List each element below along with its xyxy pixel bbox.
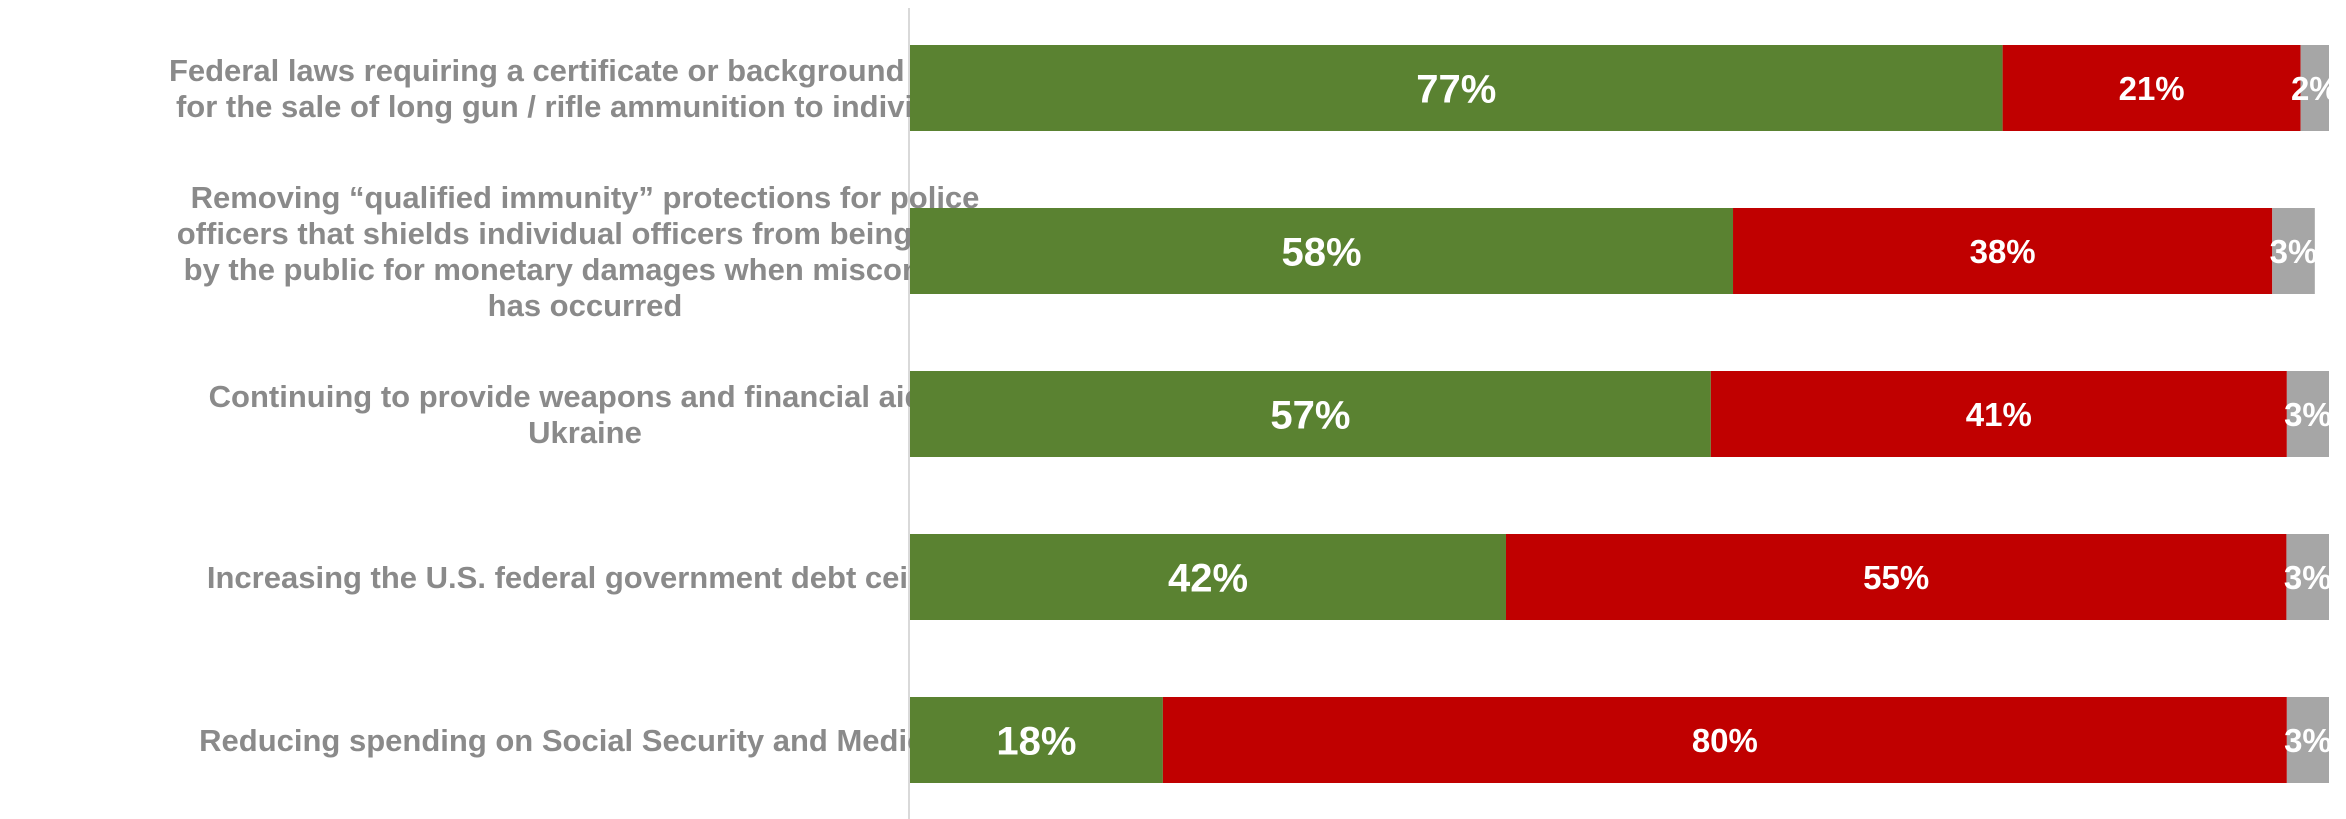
bar-segment xyxy=(2286,371,2329,457)
bar-value-label: 80% xyxy=(1692,722,1758,759)
category-label-line: by the public for monetary damages when … xyxy=(184,252,987,287)
bar-segment xyxy=(910,371,1711,457)
bar-value-label: 38% xyxy=(1970,233,2036,270)
bar-segment xyxy=(2300,45,2329,131)
category-label-line: Reducing spending on Social Security and… xyxy=(199,723,971,758)
bar-value-label: 41% xyxy=(1966,396,2032,433)
category-label: Increasing the U.S. federal government d… xyxy=(207,560,963,595)
bar-segment xyxy=(910,534,1506,620)
category-label-line: Removing “qualified immunity” protection… xyxy=(191,180,980,215)
bar-segment xyxy=(1733,208,2273,294)
bars xyxy=(910,45,2329,783)
bar-segment xyxy=(910,45,2003,131)
category-label-line: has occurred xyxy=(488,288,683,323)
bar-segment xyxy=(1710,371,2287,457)
data-labels: 77% 21% 2% 58% 38% 3% 57% 41% 3% 42% 55% 3% 18% 80% 3% xyxy=(996,67,2338,763)
category-labels: Federal laws requiring a certificate or … xyxy=(169,53,1002,758)
category-label-line: officers that shields individual officer… xyxy=(177,216,993,251)
bar-value-label: 77% xyxy=(1416,67,1496,111)
bar-segment xyxy=(910,697,1163,783)
category-label-line: Continuing to provide weapons and financ… xyxy=(209,379,962,414)
category-label-line: for the sale of long gun / rifle ammunit… xyxy=(176,89,994,124)
bar-segment xyxy=(2002,45,2301,131)
bar-value-label: 18% xyxy=(996,719,1076,763)
bar-segment xyxy=(910,208,1734,294)
bar-segment xyxy=(1162,697,2287,783)
bar-segment xyxy=(2286,534,2329,620)
bar-segment xyxy=(2272,208,2315,294)
bar-value-label: 3% xyxy=(2284,396,2332,433)
category-label: Federal laws requiring a certificate or … xyxy=(169,53,1002,124)
category-label: Removing “qualified immunity” protection… xyxy=(177,180,993,323)
bar-value-label: 42% xyxy=(1168,556,1248,600)
bar-value-label: 58% xyxy=(1281,230,1361,274)
bar-value-label: 57% xyxy=(1270,393,1350,437)
category-label: Continuing to provide weapons and financ… xyxy=(209,379,962,450)
bar-value-label: 2% xyxy=(2291,70,2339,107)
bar-value-label: 21% xyxy=(2119,70,2185,107)
category-label-line: Increasing the U.S. federal government d… xyxy=(207,560,963,595)
category-label-line: Federal laws requiring a certificate or … xyxy=(169,53,1002,88)
bar-value-label: 3% xyxy=(2284,559,2332,596)
bar-value-label: 3% xyxy=(2284,722,2332,759)
bar-segment xyxy=(1505,534,2287,620)
bar-segment xyxy=(2286,697,2329,783)
bar-value-label: 55% xyxy=(1863,559,1929,596)
category-label: Reducing spending on Social Security and… xyxy=(199,723,971,758)
bar-value-label: 3% xyxy=(2270,233,2318,270)
category-label-line: Ukraine xyxy=(528,415,642,450)
